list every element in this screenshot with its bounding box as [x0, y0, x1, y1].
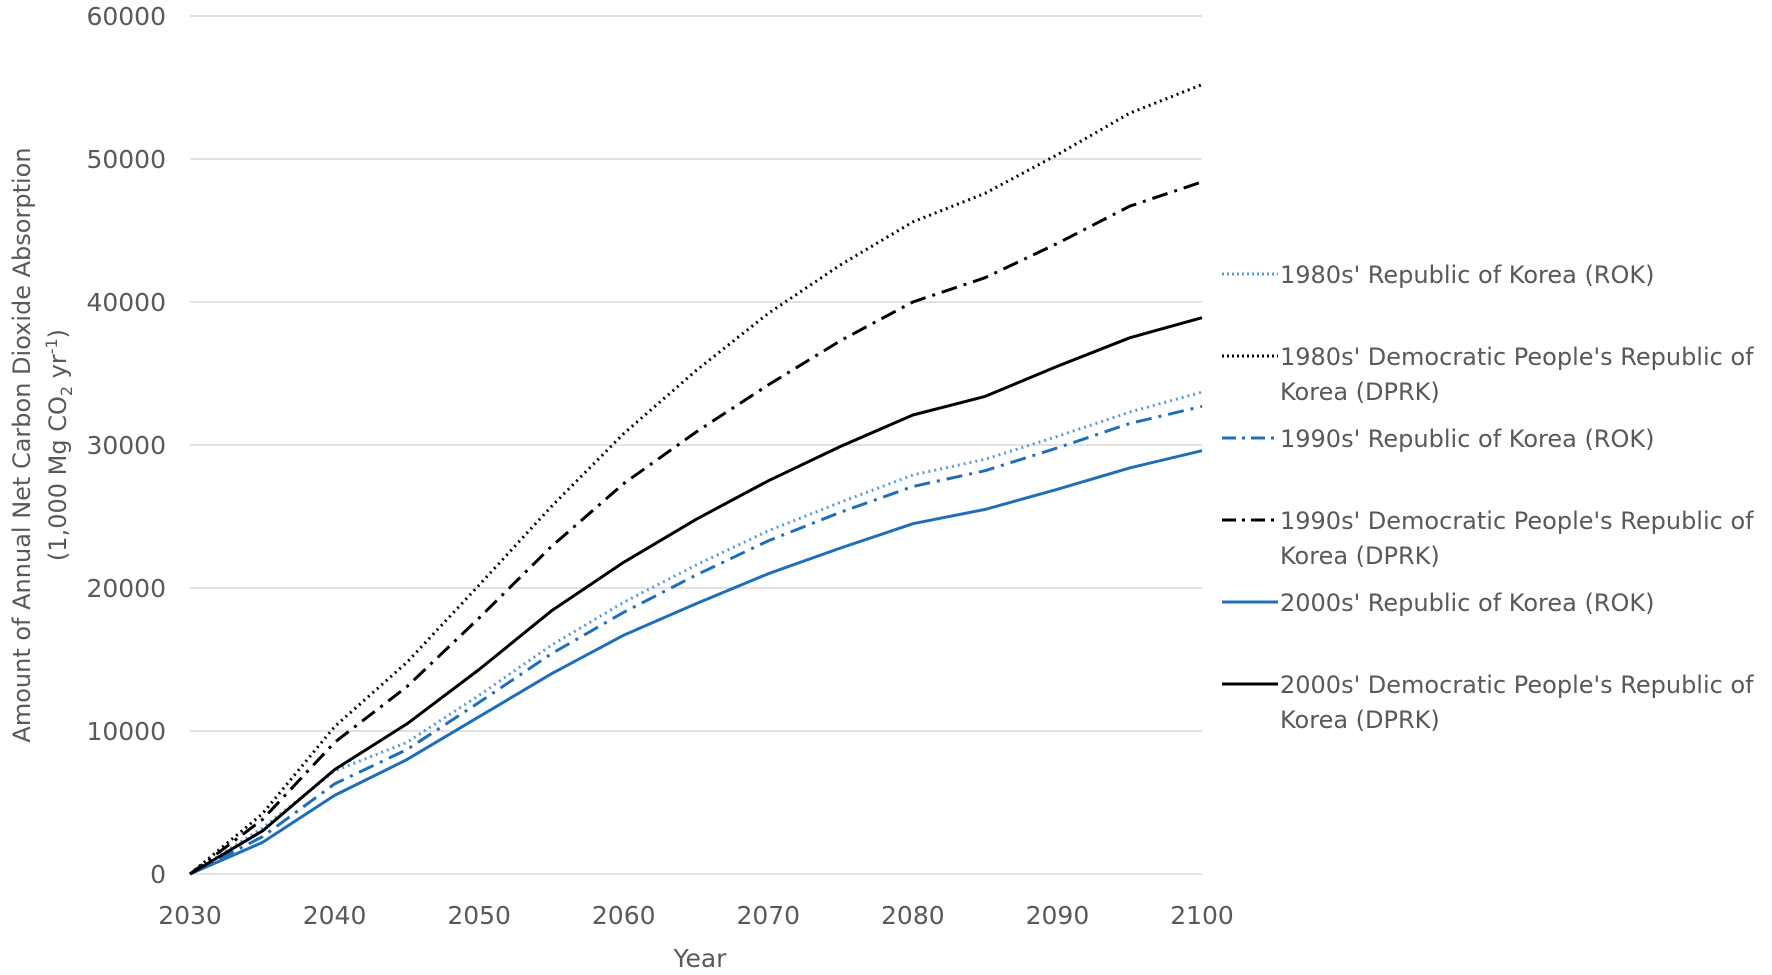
y-unit-sup: -1 — [42, 338, 61, 354]
series-line-5 — [189, 316, 1203, 876]
series-line-2 — [189, 404, 1203, 876]
x-tick-label: 2080 — [881, 901, 945, 930]
y-unit-mid: yr — [44, 354, 72, 386]
legend: 1980s' Republic of Korea (ROK) 1980s' De… — [1222, 258, 1762, 750]
y-unit-sub: 2 — [57, 386, 76, 396]
legend-item: 1990s' Republic of Korea (ROK) — [1222, 422, 1762, 504]
x-tick-label: 2030 — [158, 901, 222, 930]
gridlines — [190, 15, 1202, 875]
legend-swatch-2000s-dprk — [1222, 682, 1278, 686]
legend-label: 1980s' Democratic People's Republic of K… — [1280, 343, 1754, 406]
legend-label: 2000s' Democratic People's Republic of K… — [1280, 671, 1754, 734]
legend-swatch-1980s-dprk — [1222, 354, 1278, 358]
x-tick-label: 2040 — [303, 901, 367, 930]
series-line-0 — [189, 390, 1203, 876]
y-axis-label-line1: Amount of Annual Net Carbon Dioxide Abso… — [8, 147, 36, 742]
x-tick-label: 2100 — [1170, 901, 1234, 930]
legend-item: 2000s' Republic of Korea (ROK) — [1222, 586, 1762, 668]
legend-item: 1980s' Republic of Korea (ROK) — [1222, 258, 1762, 340]
legend-item: 1990s' Democratic People's Republic of K… — [1222, 504, 1762, 586]
x-tick-label: 2070 — [736, 901, 800, 930]
legend-swatch-1990s-rok — [1222, 436, 1278, 440]
y-tick-label: 0 — [150, 860, 166, 889]
legend-swatch-1990s-dprk — [1222, 518, 1278, 522]
legend-item: 1980s' Democratic People's Republic of K… — [1222, 340, 1762, 422]
series-line-3 — [189, 180, 1203, 876]
y-tick-label: 60000 — [86, 2, 166, 31]
legend-label: 1990s' Democratic People's Republic of K… — [1280, 507, 1754, 570]
x-axis-ticks: 2030 2040 2050 2060 2070 2080 2090 2100 — [158, 901, 1234, 930]
y-unit-pre: (1,000 Mg CO — [44, 396, 72, 561]
y-axis-ticks: 0 10000 20000 30000 40000 50000 60000 — [86, 2, 166, 889]
y-tick-label: 30000 — [86, 431, 166, 460]
y-tick-label: 20000 — [86, 574, 166, 603]
x-tick-label: 2060 — [592, 901, 656, 930]
y-unit-post: ) — [44, 329, 72, 338]
legend-swatch-1980s-rok — [1222, 272, 1278, 276]
legend-label: 1980s' Republic of Korea (ROK) — [1280, 261, 1655, 289]
series-lines — [189, 83, 1203, 876]
legend-label: 2000s' Republic of Korea (ROK) — [1280, 589, 1655, 617]
x-axis-label: Year — [673, 944, 728, 973]
x-tick-label: 2090 — [1026, 901, 1090, 930]
y-axis-label: Amount of Annual Net Carbon Dioxide Abso… — [8, 147, 76, 742]
y-axis-label-line2: (1,000 Mg CO2 yr-1) — [42, 329, 76, 561]
legend-swatch-2000s-rok — [1222, 600, 1278, 604]
series-line-1 — [189, 83, 1203, 876]
legend-item: 2000s' Democratic People's Republic of K… — [1222, 668, 1762, 750]
y-tick-label: 10000 — [86, 717, 166, 746]
x-tick-label: 2050 — [447, 901, 511, 930]
y-tick-label: 40000 — [86, 288, 166, 317]
y-tick-label: 50000 — [86, 145, 166, 174]
legend-label: 1990s' Republic of Korea (ROK) — [1280, 425, 1655, 453]
series-line-4 — [189, 449, 1203, 876]
